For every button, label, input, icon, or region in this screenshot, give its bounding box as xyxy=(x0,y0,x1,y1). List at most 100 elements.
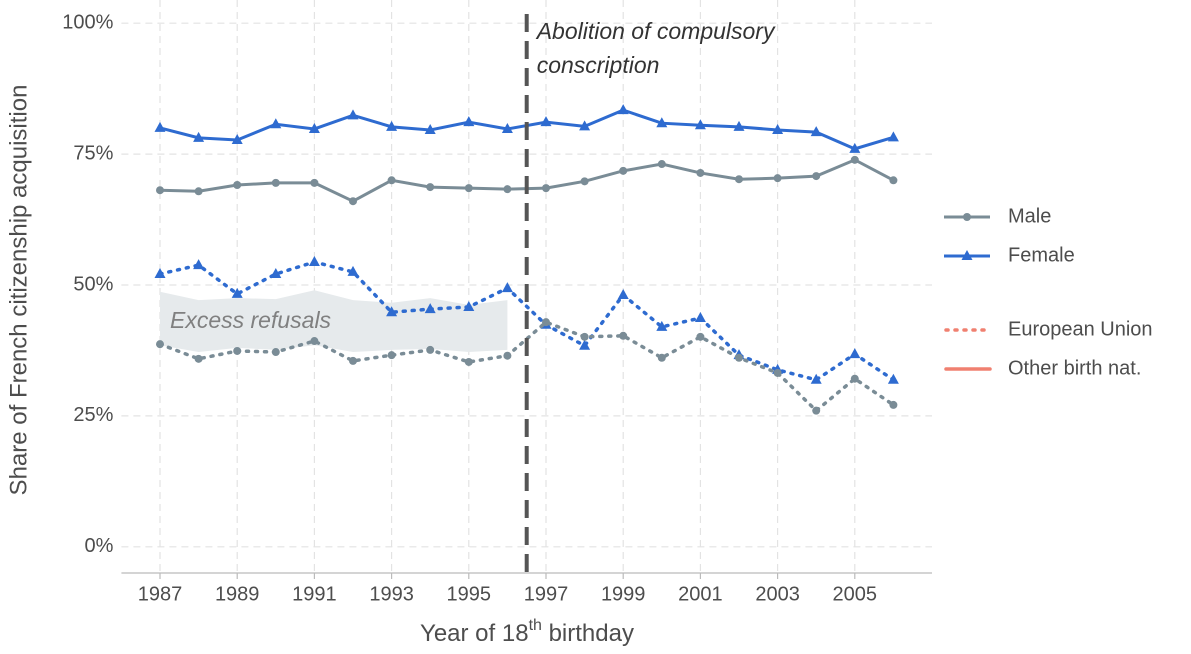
marker xyxy=(773,174,782,183)
marker xyxy=(849,142,861,153)
marker xyxy=(426,183,435,192)
marker xyxy=(463,116,475,127)
marker xyxy=(735,353,743,362)
marker xyxy=(271,348,280,357)
marker xyxy=(308,122,320,133)
marker xyxy=(810,373,822,384)
ribbon xyxy=(160,290,508,353)
marker xyxy=(540,116,552,127)
marker xyxy=(656,117,668,128)
marker xyxy=(154,268,166,279)
x-axis-title-sup: th xyxy=(529,617,542,634)
x-tick-label: 1987 xyxy=(138,583,183,605)
marker xyxy=(694,119,706,130)
ribbon-label: Excess refusals xyxy=(170,307,332,333)
x-tick-label: 1997 xyxy=(524,583,569,605)
marker xyxy=(542,184,550,193)
legend-label: European Union xyxy=(1008,318,1153,340)
marker xyxy=(812,172,821,181)
marker xyxy=(772,124,784,135)
marker xyxy=(696,332,705,341)
marker xyxy=(735,175,743,184)
marker xyxy=(501,282,513,293)
y-tick-label: 0% xyxy=(84,535,113,557)
marker xyxy=(310,178,319,187)
marker xyxy=(347,265,359,276)
marker xyxy=(694,311,706,322)
marker xyxy=(579,120,591,131)
legend-label: Male xyxy=(1008,205,1051,227)
marker xyxy=(850,374,859,383)
marker xyxy=(889,400,898,409)
marker xyxy=(887,131,899,142)
marker xyxy=(849,348,861,359)
y-tick-label: 25% xyxy=(73,404,113,426)
marker xyxy=(961,250,973,260)
marker xyxy=(656,320,668,331)
marker xyxy=(386,306,398,317)
x-tick-label: 1991 xyxy=(292,583,337,605)
marker xyxy=(887,373,899,384)
marker xyxy=(617,104,629,115)
marker xyxy=(619,331,628,340)
marker xyxy=(193,259,205,270)
y-tick-label: 50% xyxy=(73,273,113,295)
marker xyxy=(271,178,280,187)
x-tick-label: 1999 xyxy=(601,583,646,605)
marker xyxy=(233,346,242,355)
marker xyxy=(963,213,971,221)
x-tick-label: 1989 xyxy=(215,583,260,605)
marker xyxy=(503,351,512,360)
marker xyxy=(696,168,705,177)
marker xyxy=(194,354,203,363)
marker xyxy=(231,133,243,144)
marker xyxy=(154,121,166,132)
x-tick-label: 2005 xyxy=(833,583,878,605)
marker xyxy=(387,176,396,185)
marker xyxy=(231,287,243,298)
marker xyxy=(349,197,357,206)
y-tick-label: 75% xyxy=(73,142,113,164)
marker xyxy=(193,131,205,142)
marker xyxy=(773,368,782,377)
marker xyxy=(503,185,512,194)
marker xyxy=(542,318,550,327)
x-tick-label: 2001 xyxy=(678,583,723,605)
x-tick-label: 1993 xyxy=(369,583,414,605)
marker xyxy=(349,356,357,365)
marker xyxy=(426,345,435,354)
marker xyxy=(580,332,589,341)
y-axis-title: Share of French citizenship acquisition xyxy=(5,85,32,496)
marker xyxy=(617,288,629,299)
marker xyxy=(812,406,821,415)
marker xyxy=(310,337,319,346)
reference-label: Abolition of compulsory xyxy=(535,18,776,44)
x-axis-title: Year of 18th birthday xyxy=(420,617,634,647)
legend-label: Female xyxy=(1008,244,1075,266)
marker xyxy=(464,357,473,366)
marker xyxy=(889,176,898,185)
marker xyxy=(580,177,589,186)
marker xyxy=(579,339,591,350)
marker xyxy=(156,186,164,195)
marker xyxy=(308,255,320,266)
marker xyxy=(347,109,359,120)
x-axis-title-part: Year of 18 xyxy=(420,620,529,647)
marker xyxy=(619,166,628,175)
marker xyxy=(387,351,396,360)
marker xyxy=(156,340,164,349)
marker xyxy=(424,303,436,314)
marker xyxy=(501,122,513,133)
marker xyxy=(850,155,859,164)
marker xyxy=(270,268,282,279)
marker xyxy=(464,184,473,193)
reference-label: conscription xyxy=(537,52,660,78)
marker xyxy=(194,187,203,196)
legend-label: Other birth nat. xyxy=(1008,357,1141,379)
marker xyxy=(270,118,282,129)
marker xyxy=(424,124,436,135)
series-line xyxy=(158,260,896,382)
marker xyxy=(463,300,475,311)
x-tick-label: 1995 xyxy=(447,583,492,605)
marker xyxy=(386,120,398,131)
